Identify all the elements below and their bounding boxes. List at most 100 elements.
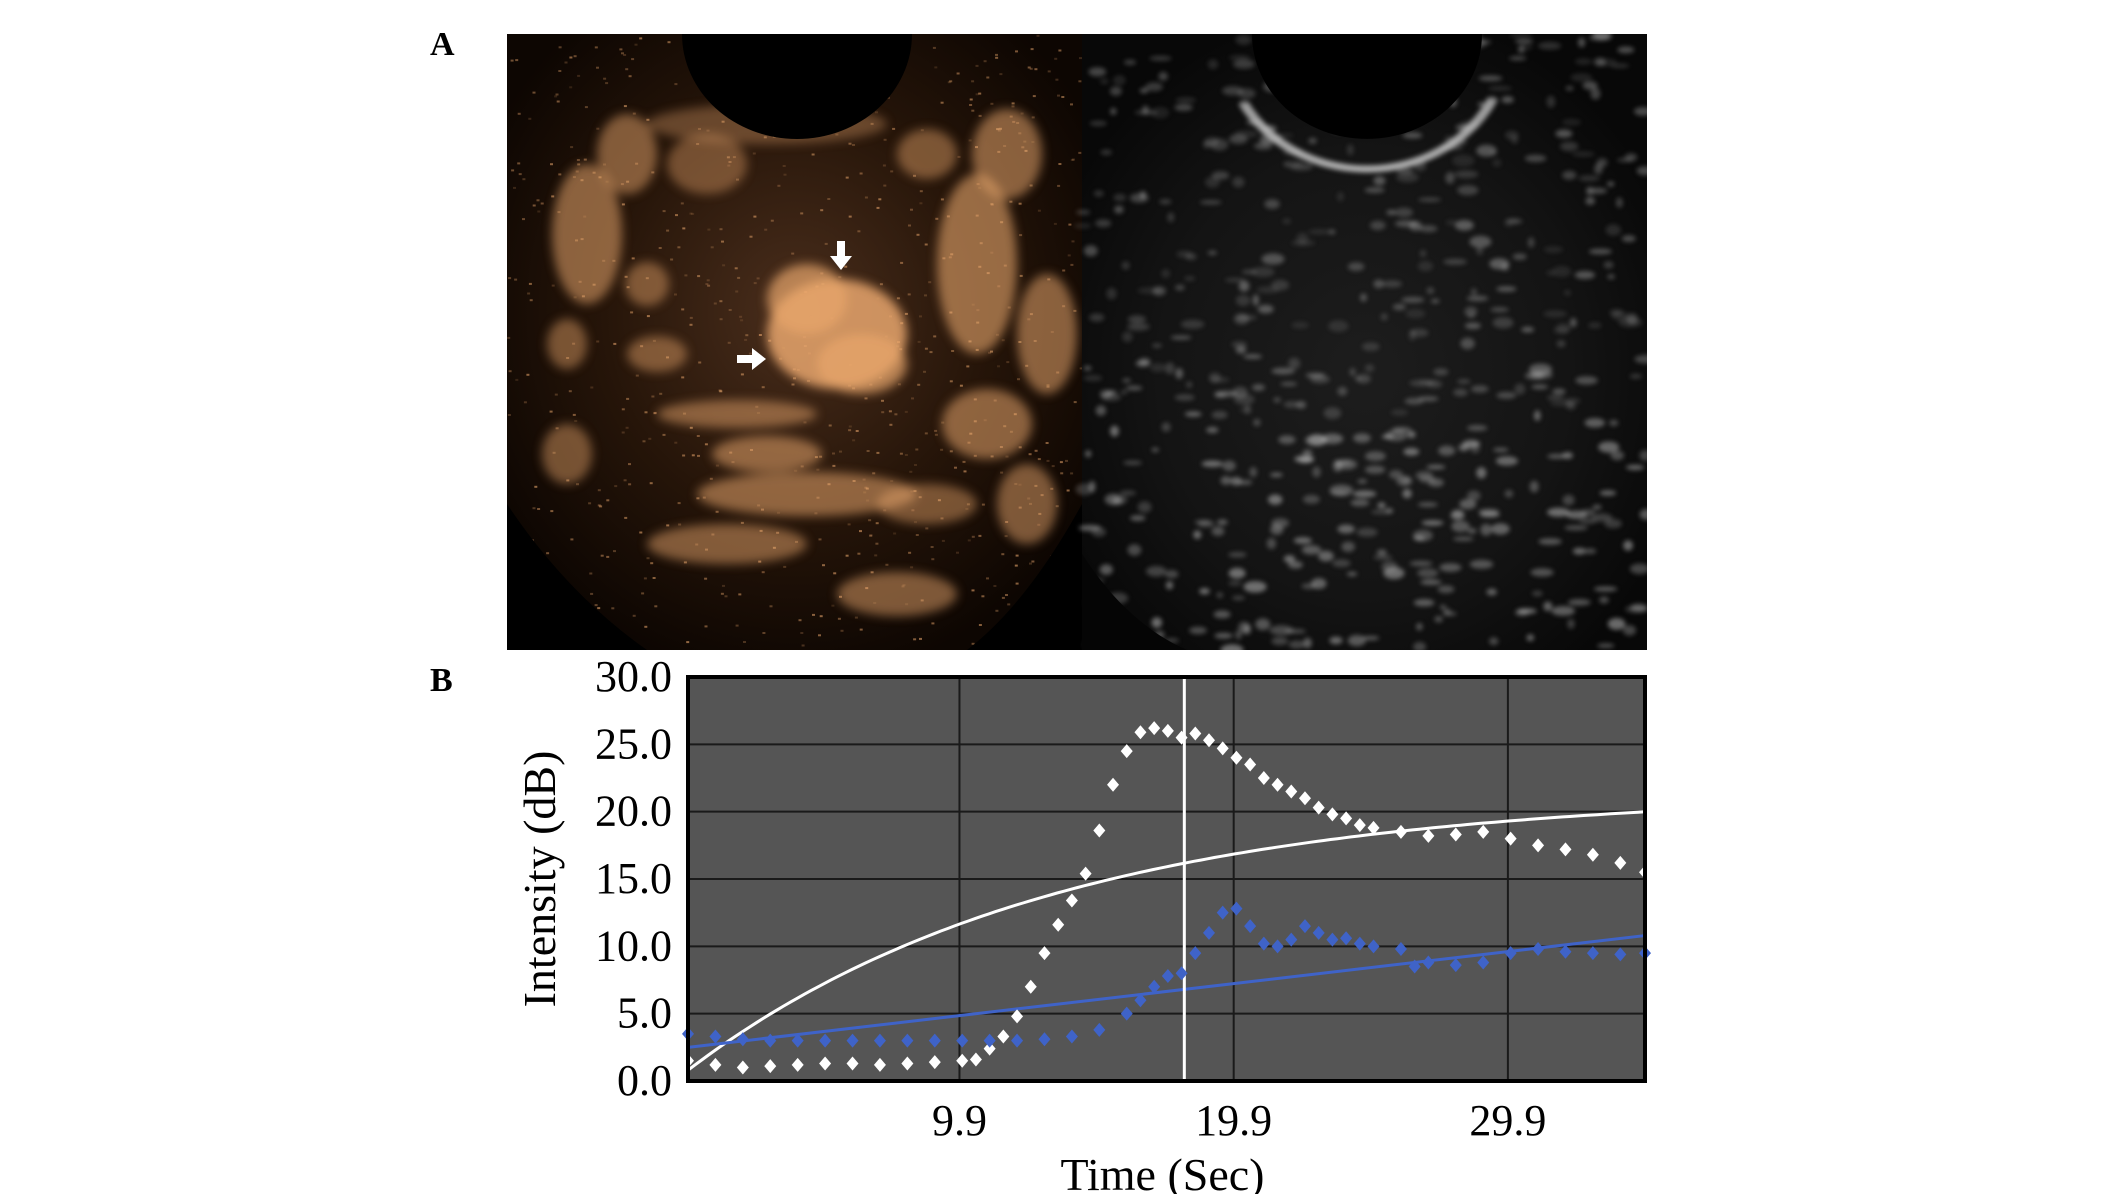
data-point — [1093, 823, 1106, 838]
data-point — [819, 1056, 832, 1071]
data-point — [1175, 966, 1188, 981]
data-point — [1326, 807, 1339, 822]
data-point — [1449, 958, 1462, 973]
data-point — [1504, 831, 1517, 846]
data-point — [1394, 942, 1407, 957]
data-point — [1504, 946, 1517, 961]
data-point — [1367, 939, 1380, 954]
data-points — [682, 721, 1651, 1075]
data-point — [1161, 723, 1174, 738]
y-tick-label: 30.0 — [595, 652, 672, 701]
data-point — [1093, 1022, 1106, 1037]
data-point — [956, 1053, 969, 1068]
y-tick-label: 25.0 — [595, 719, 672, 768]
data-point — [1312, 800, 1325, 815]
data-point — [1532, 838, 1545, 853]
series-blue — [682, 901, 1651, 1048]
contrast-mode-image — [507, 34, 1083, 650]
data-point — [1107, 777, 1120, 792]
data-point — [709, 1029, 722, 1044]
data-point — [1353, 936, 1366, 951]
fit-lines — [687, 810, 1646, 1072]
data-point — [1559, 944, 1572, 959]
data-point — [1298, 919, 1311, 934]
data-point — [1271, 939, 1284, 954]
data-point — [1326, 932, 1339, 947]
data-point — [1340, 811, 1353, 826]
series-white — [682, 721, 1651, 1075]
data-point — [1271, 777, 1284, 792]
data-point — [736, 1060, 749, 1075]
data-point — [1052, 917, 1065, 932]
data-point — [1257, 936, 1270, 951]
data-point — [1340, 931, 1353, 946]
x-axis-title: Time (Sec) — [1060, 1149, 1264, 1194]
y-tick-labels: 0.0 5.0 10.0 15.0 20.0 25.0 30.0 — [595, 652, 672, 1105]
data-point — [1353, 818, 1366, 833]
data-point — [1244, 757, 1257, 772]
data-point — [969, 1052, 982, 1067]
plot-frame — [686, 675, 1647, 1083]
y-tick-label: 20.0 — [595, 787, 672, 836]
data-point — [1285, 784, 1298, 799]
y-axis-title: Intensity (dB) — [514, 751, 565, 1008]
data-point — [791, 1057, 804, 1072]
data-point — [928, 1055, 941, 1070]
data-point — [709, 1057, 722, 1072]
data-point — [1244, 919, 1257, 934]
data-point — [1024, 979, 1037, 994]
data-point — [764, 1033, 777, 1048]
data-point — [1148, 721, 1161, 736]
data-point — [1216, 741, 1229, 756]
data-point — [1203, 925, 1216, 940]
y-tick-label: 0.0 — [617, 1056, 672, 1105]
data-point — [1203, 733, 1216, 748]
data-point — [1257, 771, 1270, 785]
x-tick-label: 19.9 — [1195, 1096, 1272, 1145]
data-point — [1614, 947, 1627, 962]
data-point — [1120, 744, 1133, 759]
data-point — [983, 1041, 996, 1056]
data-point — [1079, 866, 1092, 881]
panel-a-label: A — [430, 26, 455, 63]
data-point — [1189, 726, 1202, 741]
data-point — [1038, 1032, 1051, 1047]
data-point — [1216, 905, 1229, 920]
data-point — [1175, 730, 1188, 745]
data-point — [1586, 847, 1599, 862]
data-point — [1230, 750, 1243, 765]
data-point — [1614, 855, 1627, 870]
fit-line — [687, 934, 1646, 1049]
data-point — [873, 1057, 886, 1072]
y-tick-label: 5.0 — [617, 989, 672, 1038]
data-point — [1011, 1033, 1024, 1048]
data-point — [901, 1033, 914, 1048]
down-arrow-icon — [830, 241, 852, 270]
data-point — [1586, 946, 1599, 961]
b-mode-image — [1074, 34, 1647, 650]
data-point — [1065, 1029, 1078, 1044]
data-point — [736, 1032, 749, 1047]
x-tick-label: 9.9 — [932, 1096, 987, 1145]
panel-b-label: B — [430, 662, 453, 699]
data-point — [1285, 932, 1298, 947]
data-point — [873, 1033, 886, 1048]
data-point — [983, 1033, 996, 1048]
data-point — [1477, 824, 1490, 839]
data-point — [1422, 955, 1435, 970]
right-arrow-icon — [737, 348, 766, 370]
data-point — [928, 1033, 941, 1048]
data-point — [1011, 1009, 1024, 1024]
data-point — [1367, 820, 1380, 835]
data-point — [1230, 901, 1243, 916]
data-point — [1312, 925, 1325, 940]
data-point — [956, 1033, 969, 1048]
data-point — [1148, 979, 1161, 994]
y-tick-label: 10.0 — [595, 921, 672, 970]
data-point — [1298, 791, 1311, 806]
data-point — [997, 1029, 1010, 1044]
data-point — [1134, 993, 1147, 1008]
y-tick-label: 15.0 — [595, 854, 672, 903]
data-point — [846, 1033, 859, 1048]
